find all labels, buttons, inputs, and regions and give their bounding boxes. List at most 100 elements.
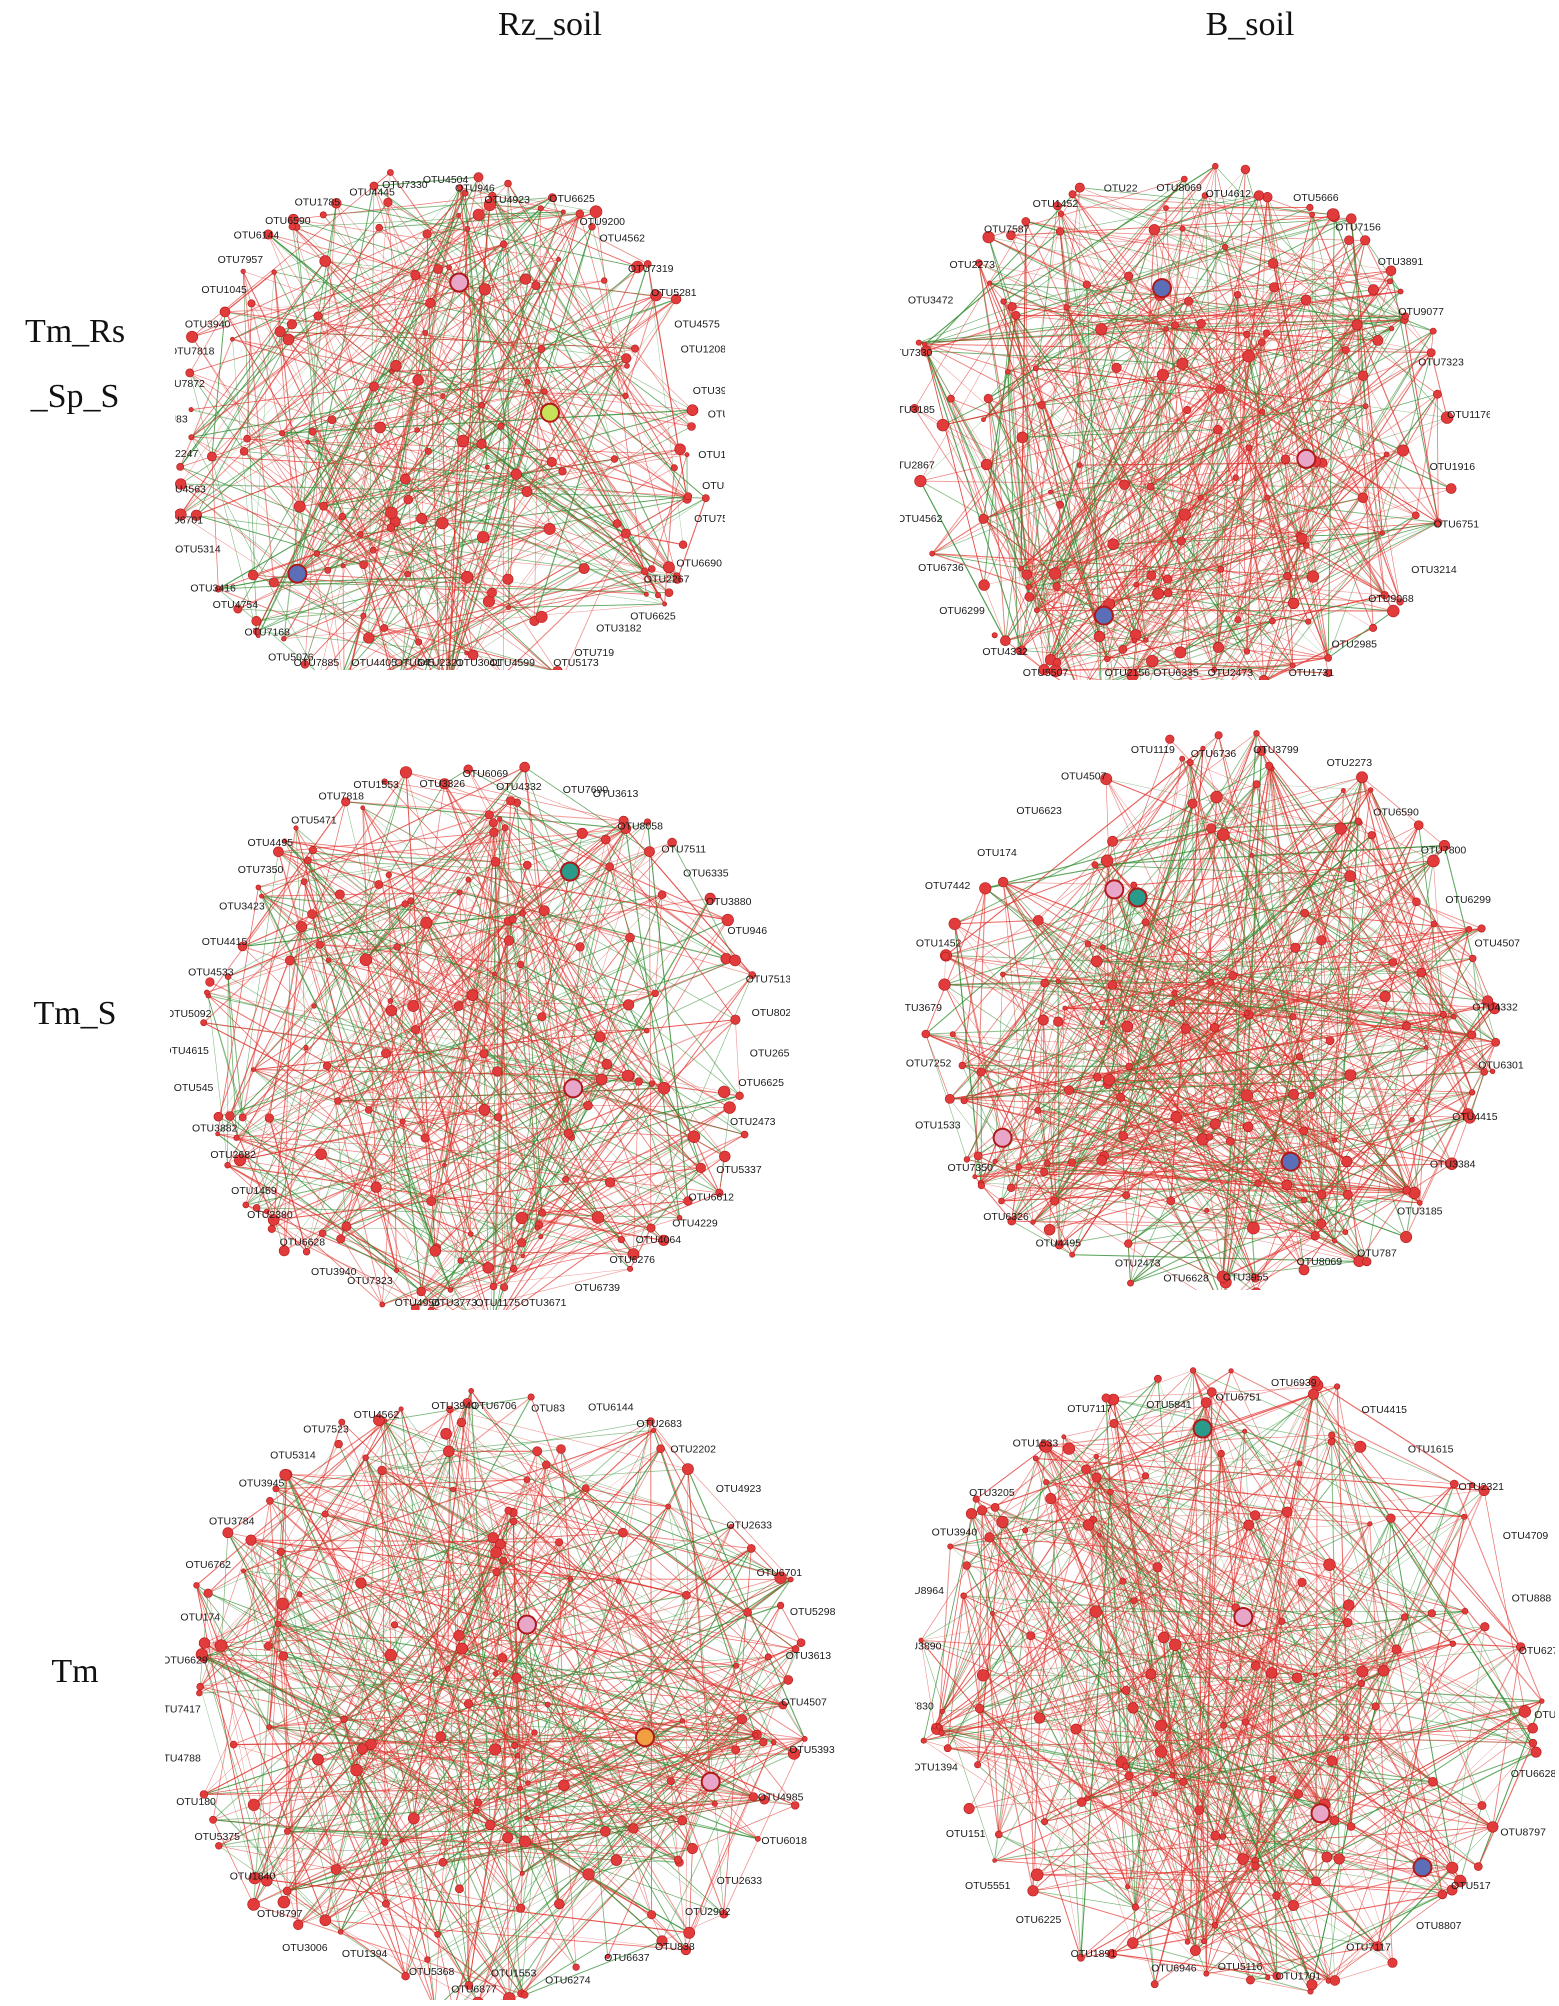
positive-edge bbox=[629, 1227, 652, 1270]
otu-node bbox=[980, 459, 993, 471]
otu-node bbox=[1245, 444, 1253, 451]
otu-node bbox=[686, 404, 699, 417]
otu-label: OTU1452 bbox=[1033, 198, 1079, 210]
positive-edge bbox=[1122, 1581, 1335, 1821]
positive-edge bbox=[920, 1640, 1352, 1827]
positive-edge bbox=[1206, 1945, 1378, 1975]
negative-edge bbox=[1192, 1370, 1455, 1485]
negative-edge bbox=[212, 1421, 652, 1821]
otu-node bbox=[302, 1247, 311, 1256]
negative-edge bbox=[297, 185, 375, 573]
otu-node bbox=[508, 915, 517, 924]
positive-edge bbox=[341, 1421, 449, 1669]
positive-edge bbox=[269, 1500, 634, 1829]
negative-edge bbox=[365, 1457, 590, 1875]
otu-node bbox=[1107, 835, 1118, 847]
positive-edge bbox=[1268, 765, 1415, 1194]
negative-edge bbox=[1043, 544, 1114, 670]
negative-edge bbox=[462, 266, 638, 442]
positive-edge bbox=[1106, 778, 1351, 877]
otu-node bbox=[939, 1708, 945, 1715]
positive-edge bbox=[1087, 1775, 1129, 1799]
otu-node bbox=[673, 1855, 682, 1864]
hub-node bbox=[560, 861, 580, 882]
otu-node bbox=[1249, 852, 1255, 858]
otu-node bbox=[1043, 1479, 1050, 1486]
otu-node bbox=[276, 1597, 289, 1611]
positive-edge bbox=[1223, 1607, 1237, 1726]
otu-node bbox=[263, 229, 274, 240]
positive-edge bbox=[747, 1612, 789, 1681]
positive-edge bbox=[920, 231, 1061, 482]
negative-edge bbox=[1015, 315, 1052, 660]
otu-node bbox=[1334, 822, 1347, 835]
negative-edge bbox=[299, 197, 553, 507]
otu-node bbox=[1121, 1020, 1134, 1033]
positive-edge bbox=[981, 1071, 1351, 1076]
positive-edge bbox=[1095, 1611, 1316, 1676]
negative-edge bbox=[1044, 939, 1322, 984]
otu-node bbox=[1099, 1020, 1105, 1026]
otu-label: OTU4445 bbox=[349, 187, 395, 199]
otu-node bbox=[296, 921, 308, 933]
negative-edge bbox=[1286, 330, 1434, 577]
positive-edge bbox=[319, 832, 494, 945]
otu-node bbox=[267, 1214, 280, 1226]
positive-edge bbox=[243, 1429, 654, 1572]
negative-edge bbox=[271, 1227, 538, 1230]
negative-edge bbox=[1253, 1016, 1454, 1229]
positive-edge bbox=[1037, 1110, 1360, 1262]
positive-edge bbox=[504, 827, 521, 965]
otu-node bbox=[1225, 1136, 1235, 1146]
positive-edge bbox=[1405, 1092, 1473, 1238]
negative-edge bbox=[1206, 1123, 1216, 1211]
negative-edge bbox=[384, 1420, 494, 1538]
otu-node bbox=[582, 1868, 595, 1881]
positive-edge bbox=[1044, 758, 1183, 984]
negative-edge bbox=[495, 1510, 509, 1675]
negative-edge bbox=[1222, 1517, 1392, 1837]
otu-node bbox=[245, 1534, 257, 1546]
positive-edge bbox=[947, 1727, 1533, 1749]
positive-edge bbox=[524, 767, 566, 1180]
negative-edge bbox=[1072, 1254, 1367, 1263]
positive-edge bbox=[1452, 1643, 1521, 1648]
otu-node bbox=[1243, 648, 1251, 655]
otu-node bbox=[334, 889, 345, 900]
negative-edge bbox=[347, 357, 627, 670]
otu-node bbox=[1210, 790, 1223, 804]
positive-edge bbox=[1183, 1582, 1303, 1783]
otu-node bbox=[1303, 542, 1310, 549]
otu-node bbox=[420, 916, 433, 929]
positive-edge bbox=[1132, 1626, 1485, 1944]
positive-edge bbox=[283, 603, 665, 639]
otu-node bbox=[1367, 831, 1376, 840]
positive-edge bbox=[560, 1448, 571, 1580]
positive-edge bbox=[1224, 828, 1341, 1290]
positive-edge bbox=[247, 438, 528, 493]
otu-label: OTU4507 bbox=[1061, 771, 1107, 783]
positive-edge bbox=[449, 1409, 688, 1470]
otu-label: OTU7553 bbox=[694, 513, 725, 525]
otu-node bbox=[1197, 494, 1204, 501]
otu-node bbox=[1379, 990, 1391, 1003]
otu-label: OTU7818 bbox=[175, 346, 215, 358]
negative-edge bbox=[963, 841, 1113, 1101]
otu-node bbox=[273, 846, 284, 858]
negative-edge bbox=[227, 818, 500, 977]
positive-edge bbox=[988, 236, 1366, 407]
positive-edge bbox=[1081, 1643, 1453, 1803]
positive-edge bbox=[925, 1033, 1452, 1165]
positive-edge bbox=[458, 993, 656, 1007]
positive-edge bbox=[283, 528, 550, 640]
positive-edge bbox=[282, 1656, 299, 1925]
positive-edge bbox=[992, 1613, 1122, 1763]
positive-edge bbox=[306, 842, 673, 1252]
positive-edge bbox=[1345, 350, 1387, 455]
positive-edge bbox=[442, 395, 447, 670]
otu-node bbox=[1527, 1722, 1539, 1734]
positive-edge bbox=[989, 1537, 1123, 1763]
otu-node bbox=[1528, 1738, 1538, 1748]
otu-node bbox=[478, 402, 486, 409]
